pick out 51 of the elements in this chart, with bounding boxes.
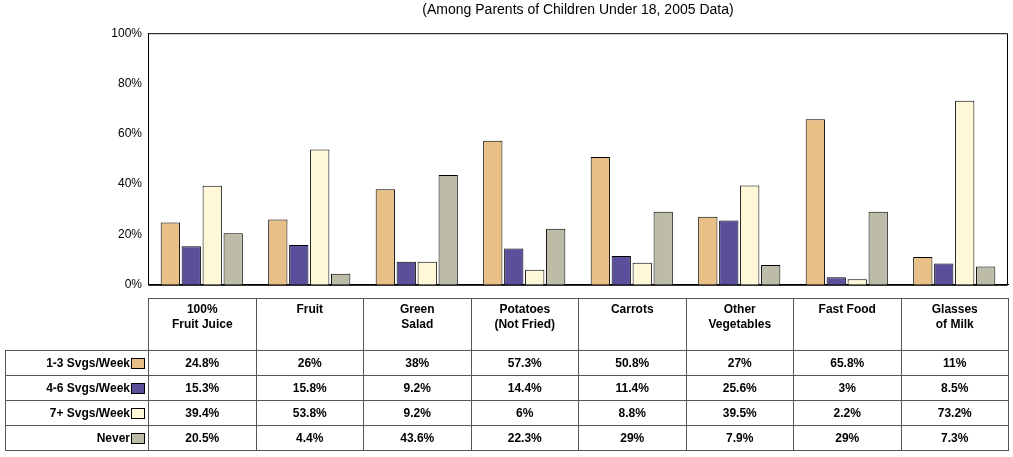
data-label: 22.3% <box>471 425 579 451</box>
data-label: 2.2% <box>793 400 901 426</box>
data-label: 11% <box>901 350 1009 376</box>
data-label: 38% <box>363 350 471 376</box>
data-label: 11.4% <box>578 375 686 401</box>
y-tick-label: 40% <box>117 176 143 191</box>
data-label: 53.8% <box>256 400 364 426</box>
data-label: 14.4% <box>471 375 579 401</box>
data-label: 39.4% <box>148 400 256 426</box>
data-label: 29% <box>793 425 901 451</box>
data-label: 39.5% <box>686 400 794 426</box>
x-tick-label: Carrots <box>578 298 686 351</box>
data-label: 20.5% <box>148 425 256 451</box>
x-tick-label: Glasses of Milk <box>901 298 1009 351</box>
x-tick-label: Fruit <box>256 298 364 351</box>
x-tick-label: Other Vegetables <box>686 298 794 351</box>
data-label: 25.6% <box>686 375 794 401</box>
data-label: 73.2% <box>901 400 1009 426</box>
x-tick-label: Green Salad <box>363 298 471 351</box>
y-tick-label: 100% <box>111 25 143 40</box>
data-label: 50.8% <box>578 350 686 376</box>
legend-label: 7+ Svgs/Week <box>49 406 130 420</box>
data-label: 7.3% <box>901 425 1009 451</box>
data-label: 15.3% <box>148 375 256 401</box>
data-label: 43.6% <box>363 425 471 451</box>
data-label: 9.2% <box>363 375 471 401</box>
y-tick-label: 20% <box>117 226 143 241</box>
data-label: 4.4% <box>256 425 364 451</box>
chart-subtitle: (Among Parents of Children Under 18, 2005 Data) <box>421 1 735 17</box>
data-label: 26% <box>256 350 364 376</box>
data-label: 65.8% <box>793 350 901 376</box>
data-label: 15.8% <box>256 375 364 401</box>
data-label: 57.3% <box>471 350 579 376</box>
data-label: 8.8% <box>578 400 686 426</box>
x-tick-label: Potatoes (Not Fried) <box>471 298 579 351</box>
data-label: 3% <box>793 375 901 401</box>
y-tick-label: 0% <box>124 277 143 292</box>
data-label: 9.2% <box>363 400 471 426</box>
data-label: 8.5% <box>901 375 1009 401</box>
legend-label: Never <box>96 431 130 445</box>
x-tick-label: 100% Fruit Juice <box>148 298 256 351</box>
data-label: 27% <box>686 350 794 376</box>
legend-label: 1-3 Svgs/Week <box>46 356 130 370</box>
y-tick-label: 80% <box>117 75 143 90</box>
data-label: 29% <box>578 425 686 451</box>
legend-label: 4-6 Svgs/Week <box>46 381 130 395</box>
data-label: 6% <box>471 400 579 426</box>
data-label: 7.9% <box>686 425 794 451</box>
x-tick-label: Fast Food <box>793 298 901 351</box>
y-tick-label: 60% <box>117 126 143 141</box>
data-label: 24.8% <box>148 350 256 376</box>
